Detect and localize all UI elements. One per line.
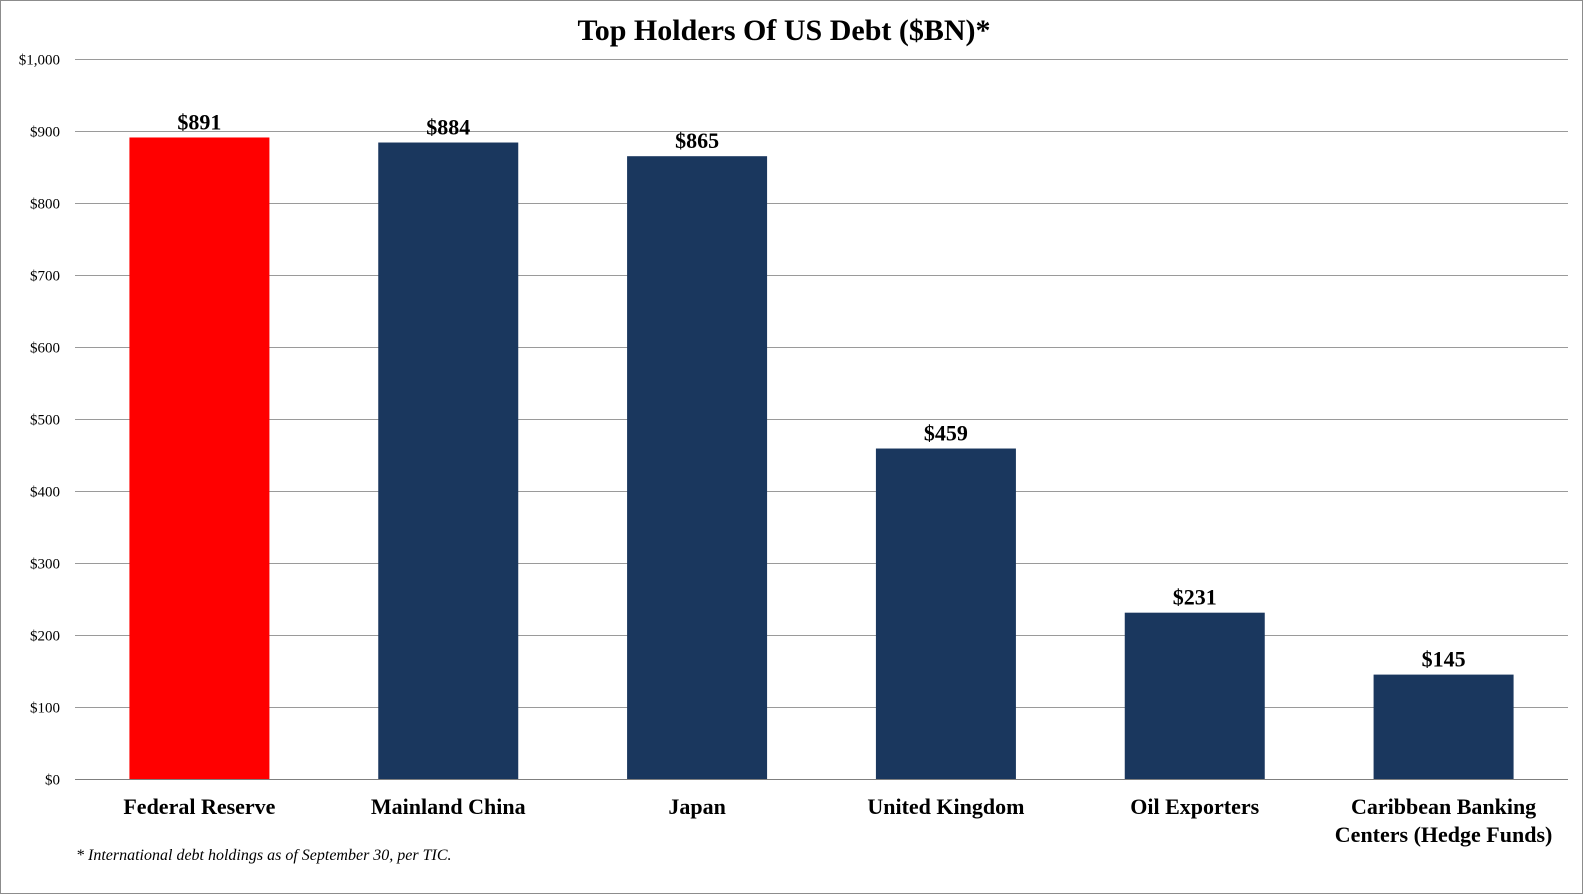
- y-tick-label: $500: [30, 413, 60, 429]
- data-label: $891: [177, 109, 221, 134]
- bar: [627, 156, 768, 779]
- data-label: $865: [675, 128, 719, 153]
- data-label: $231: [1173, 585, 1217, 610]
- x-tick-label-line: Centers (Hedge Funds): [1335, 822, 1553, 847]
- y-tick-label: $800: [30, 197, 60, 213]
- y-tick-label: $600: [30, 341, 60, 357]
- y-axis-ticks: $0 $100 $200 $300 $400 $500 $600 $700 $800 $900 $1…: [19, 53, 60, 789]
- x-tick-label-line: Mainland China: [371, 794, 526, 819]
- y-tick-label: $200: [30, 629, 60, 645]
- x-tick-label: Caribbean Banking Centers (Hedge Funds): [1335, 794, 1553, 847]
- chart-title: Top Holders Of US Debt ($BN)*: [577, 14, 990, 47]
- y-tick-label: $1,000: [19, 53, 60, 69]
- bar: [129, 137, 270, 780]
- y-tick-label: $400: [30, 485, 60, 501]
- x-tick-label-line: Federal Reserve: [123, 794, 275, 819]
- x-tick-label-line: Oil Exporters: [1130, 794, 1259, 819]
- x-tick-label: Federal Reserve: [123, 794, 275, 819]
- data-label: $884: [426, 115, 470, 140]
- x-tick-label-line: Japan: [668, 794, 725, 819]
- bars: [129, 137, 1514, 780]
- bar: [875, 448, 1016, 779]
- bar: [1124, 612, 1265, 779]
- data-label: $145: [1422, 647, 1466, 672]
- x-tick-label: Mainland China: [371, 794, 526, 819]
- y-tick-label: $700: [30, 269, 60, 285]
- x-tick-label: Oil Exporters: [1130, 794, 1259, 819]
- gridlines: [75, 59, 1568, 780]
- y-tick-label: $100: [30, 701, 60, 717]
- x-tick-label-line: Caribbean Banking: [1351, 794, 1536, 819]
- y-tick-label: $0: [45, 773, 60, 789]
- x-tick-label-line: United Kingdom: [867, 794, 1024, 819]
- bar: [1373, 674, 1514, 779]
- x-axis-ticks: Federal Reserve Mainland China Japan United…: [123, 794, 1552, 847]
- data-labels: $891 $884 $865 $459 $231 $145: [177, 109, 1465, 671]
- y-tick-label: $300: [30, 557, 60, 573]
- data-label: $459: [924, 421, 968, 446]
- x-tick-label: Japan: [668, 794, 725, 819]
- footnote: * International debt holdings as of Sept…: [76, 847, 452, 864]
- x-tick-label: United Kingdom: [867, 794, 1024, 819]
- y-tick-label: $900: [30, 125, 60, 141]
- bar: [378, 142, 519, 779]
